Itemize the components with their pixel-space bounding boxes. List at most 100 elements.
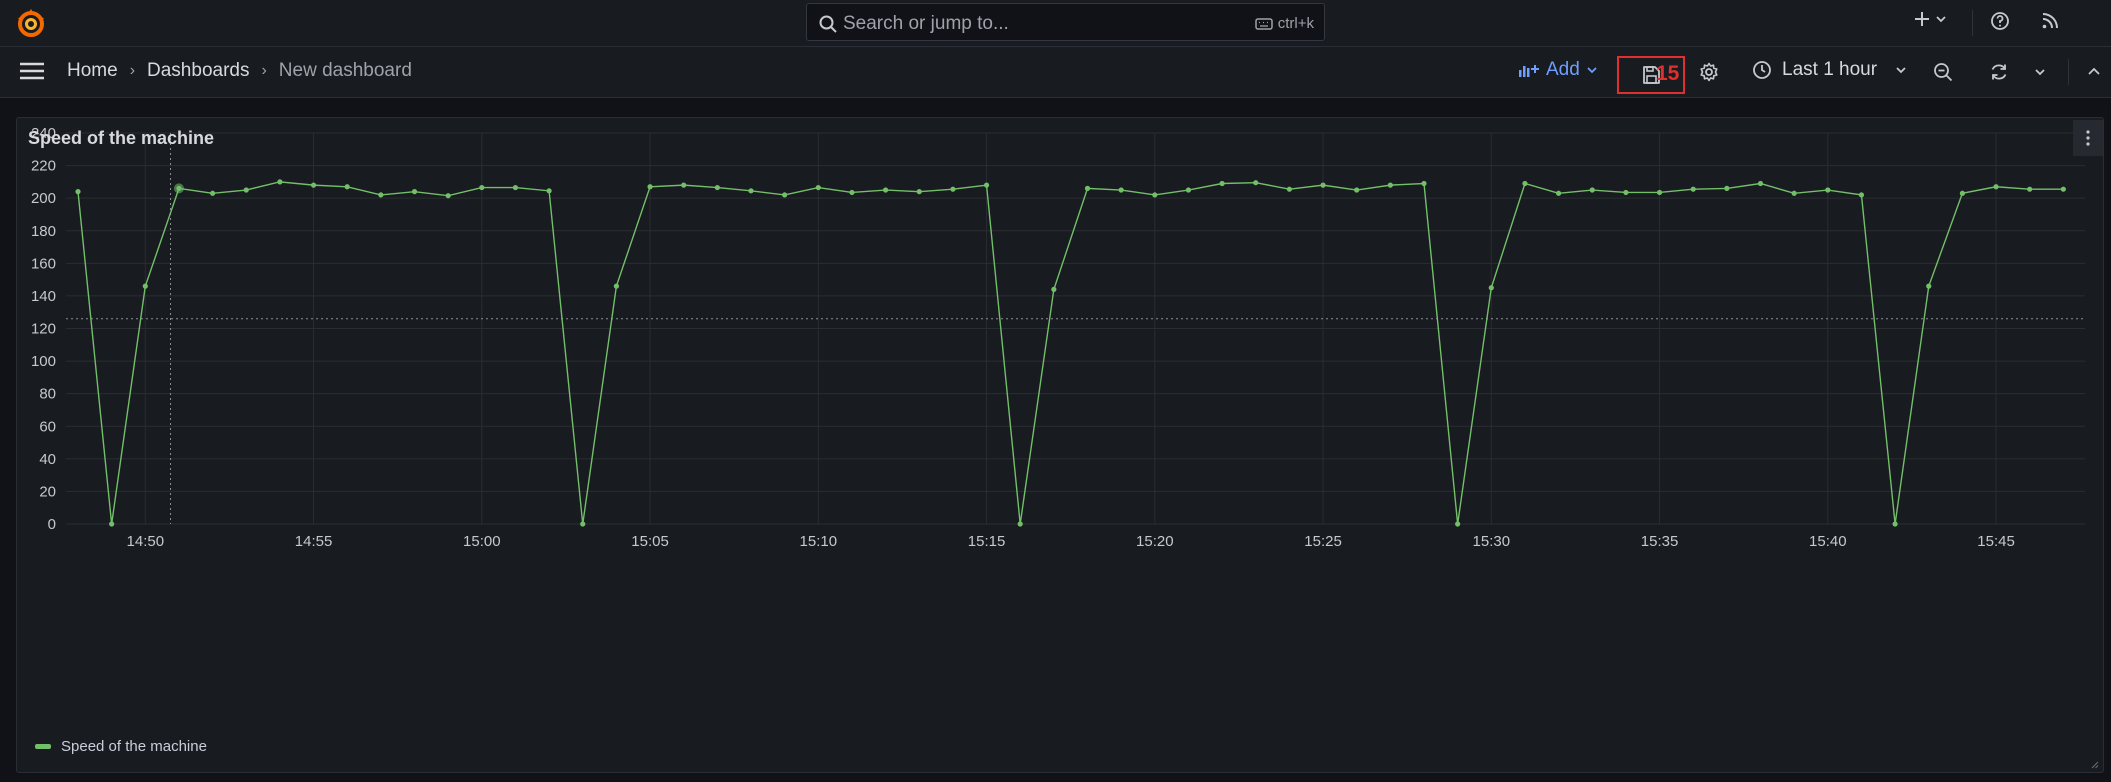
- data-point[interactable]: [344, 184, 350, 190]
- data-point[interactable]: [1017, 521, 1023, 527]
- data-point[interactable]: [1387, 182, 1393, 188]
- data-point[interactable]: [1152, 192, 1158, 198]
- data-point[interactable]: [1993, 184, 1999, 190]
- data-point[interactable]: [580, 521, 586, 527]
- kebab-menu-icon: [2086, 130, 2090, 146]
- help-button[interactable]: [1990, 11, 2010, 31]
- breadcrumb-dashboards[interactable]: Dashboards: [147, 60, 250, 81]
- x-tick-label: 14:55: [295, 533, 333, 550]
- data-point[interactable]: [1690, 186, 1696, 192]
- resize-handle-icon[interactable]: [2091, 761, 2099, 769]
- data-point[interactable]: [1051, 286, 1057, 292]
- zoom-out-button[interactable]: [1933, 62, 1953, 82]
- data-point[interactable]: [2060, 186, 2066, 192]
- data-point[interactable]: [983, 182, 990, 188]
- data-point[interactable]: [210, 190, 216, 196]
- data-point[interactable]: [1286, 186, 1292, 192]
- x-tick-label: 15:45: [1977, 533, 2015, 550]
- data-point[interactable]: [411, 189, 418, 195]
- data-point[interactable]: [1320, 182, 1326, 188]
- data-point[interactable]: [950, 186, 956, 192]
- data-point[interactable]: [647, 184, 653, 190]
- data-point[interactable]: [1959, 190, 1965, 196]
- data-point[interactable]: [277, 179, 283, 185]
- data-point[interactable]: [1488, 285, 1494, 291]
- search-bar[interactable]: Search or jump to... ctrl+k: [806, 3, 1325, 41]
- data-point[interactable]: [479, 184, 485, 191]
- data-point[interactable]: [748, 188, 754, 194]
- data-point[interactable]: [1556, 190, 1562, 196]
- refresh-button[interactable]: [1989, 62, 2009, 82]
- data-point[interactable]: [681, 182, 687, 188]
- data-point[interactable]: [714, 184, 720, 191]
- data-point[interactable]: [1656, 189, 1663, 196]
- gear-icon: [1700, 62, 1718, 82]
- chevron-down-icon: [1936, 16, 1946, 23]
- data-point[interactable]: [1623, 189, 1629, 196]
- y-tick-label: 20: [39, 483, 56, 500]
- y-tick-label: 240: [31, 125, 56, 142]
- data-point[interactable]: [782, 192, 788, 198]
- data-point[interactable]: [1118, 187, 1124, 193]
- add-button[interactable]: Add: [1518, 59, 1598, 81]
- data-point[interactable]: [613, 283, 620, 289]
- data-point[interactable]: [849, 189, 855, 196]
- data-point[interactable]: [512, 184, 519, 191]
- news-button[interactable]: [2040, 11, 2060, 31]
- save-dashboard-button[interactable]: [1617, 56, 1685, 94]
- search-shortcut-text: ctrl+k: [1277, 15, 1314, 32]
- chevron-up-icon: [2088, 67, 2100, 75]
- chart-legend[interactable]: Speed of the machine: [35, 738, 207, 755]
- x-tick-label: 14:50: [127, 533, 165, 550]
- data-point[interactable]: [1084, 185, 1091, 191]
- data-point[interactable]: [546, 188, 552, 194]
- data-point[interactable]: [1858, 192, 1865, 198]
- data-point[interactable]: [1421, 180, 1427, 187]
- data-point[interactable]: [1589, 187, 1595, 193]
- y-tick-label: 80: [39, 386, 56, 403]
- data-point[interactable]: [1724, 185, 1730, 191]
- data-point[interactable]: [1253, 180, 1259, 186]
- time-range-picker[interactable]: Last 1 hour: [1752, 59, 1907, 81]
- panel-title[interactable]: Speed of the machine: [28, 128, 215, 148]
- dashboard-settings-button[interactable]: [1699, 62, 1719, 82]
- data-point[interactable]: [378, 192, 384, 198]
- refresh-interval-dropdown[interactable]: [2034, 66, 2046, 78]
- data-point[interactable]: [109, 521, 115, 527]
- x-tick-label: 15:40: [1809, 533, 1847, 550]
- y-tick-label: 0: [48, 516, 56, 533]
- data-point[interactable]: [916, 189, 922, 195]
- data-point[interactable]: [1892, 521, 1898, 527]
- rss-icon: [2042, 13, 2058, 29]
- data-point[interactable]: [1522, 180, 1528, 187]
- speed-chart[interactable]: 0 20 40 60 80 100 120 140 160 180 200 220 240 14:50 14…: [17, 118, 2105, 774]
- data-point[interactable]: [1757, 180, 1764, 187]
- panel-menu-button[interactable]: [2073, 120, 2103, 156]
- chevron-down-icon: [1896, 67, 1906, 74]
- data-point[interactable]: [1926, 283, 1932, 289]
- chevron-right-icon: ›: [261, 62, 267, 79]
- data-point[interactable]: [243, 187, 249, 193]
- data-point[interactable]: [815, 184, 821, 191]
- data-point[interactable]: [445, 193, 451, 199]
- data-point[interactable]: [142, 283, 148, 289]
- data-point[interactable]: [1791, 190, 1797, 196]
- hovered-data-point[interactable]: [173, 183, 184, 194]
- collapse-navbar-button[interactable]: [2087, 66, 2101, 78]
- zoom-out-icon: [1934, 63, 1953, 82]
- new-menu-button[interactable]: [1913, 10, 1947, 28]
- menu-icon[interactable]: [19, 61, 45, 81]
- breadcrumb-home[interactable]: Home: [67, 60, 118, 81]
- data-point[interactable]: [1219, 180, 1225, 187]
- data-point[interactable]: [1825, 187, 1831, 193]
- data-point[interactable]: [883, 187, 889, 193]
- data-point[interactable]: [1354, 187, 1360, 193]
- grafana-logo-icon[interactable]: [14, 6, 48, 40]
- topbar-divider: [1972, 10, 1973, 36]
- navbar-divider: [2068, 59, 2069, 85]
- data-point[interactable]: [1455, 521, 1461, 527]
- data-point[interactable]: [2027, 186, 2033, 192]
- data-point[interactable]: [75, 189, 81, 195]
- data-point[interactable]: [1185, 187, 1192, 193]
- data-point[interactable]: [310, 182, 317, 188]
